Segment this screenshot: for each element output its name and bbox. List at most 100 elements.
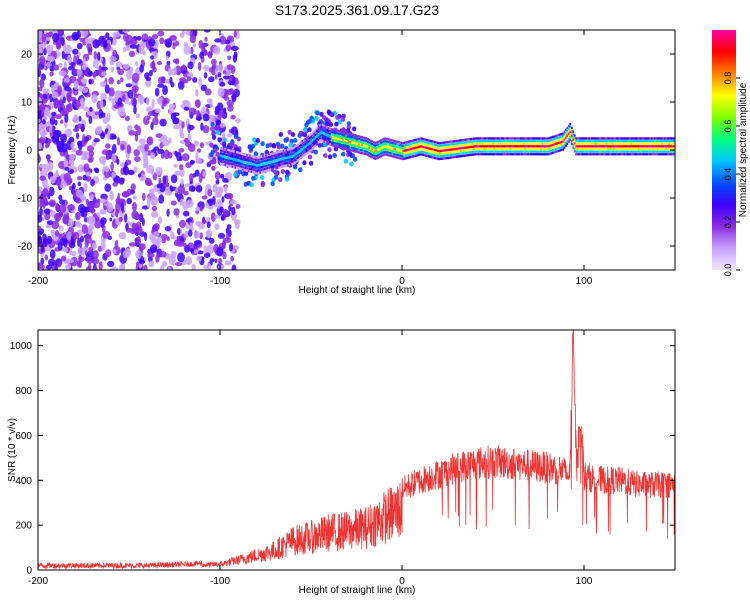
heatmap-cell <box>550 139 553 142</box>
heatmap-cell <box>464 151 467 155</box>
heatmap-cell <box>317 133 320 136</box>
heatmap-cell <box>57 85 62 95</box>
heatmap-cell <box>337 140 340 143</box>
heatmap-cell <box>543 147 545 151</box>
heatmap-cell <box>285 164 288 167</box>
heatmap-cell <box>474 137 477 140</box>
heatmap-cell <box>589 147 592 151</box>
heatmap-cell <box>354 139 356 142</box>
heatmap-cell <box>39 207 43 217</box>
heatmap-cell <box>202 219 207 224</box>
heatmap-cell <box>665 150 668 153</box>
heatmap-cell <box>538 139 541 143</box>
heatmap-cell <box>268 164 270 167</box>
heatmap-cell <box>512 137 515 140</box>
heatmap-cell <box>434 148 436 152</box>
heatmap-cell <box>336 137 339 140</box>
heatmap-cell <box>266 153 269 157</box>
heatmap-cell <box>618 147 621 151</box>
heatmap-cell <box>374 149 377 153</box>
heatmap-cell <box>305 139 308 142</box>
heatmap-cell <box>479 145 481 148</box>
heatmap-cell <box>157 216 163 224</box>
heatmap-cell <box>351 136 353 139</box>
heatmap-cell <box>665 153 668 156</box>
heatmap-cell <box>374 155 377 158</box>
heatmap-cell <box>289 158 292 161</box>
heatmap-cell <box>289 152 292 156</box>
heatmap-cell <box>528 145 531 148</box>
heatmap-cell <box>185 218 192 223</box>
heatmap-cell <box>387 151 390 154</box>
heatmap-cell <box>364 152 366 155</box>
heatmap-cell <box>458 147 461 150</box>
heatmap-cell <box>107 260 115 268</box>
heatmap-cell <box>216 102 224 111</box>
heatmap-cell <box>556 139 559 142</box>
heatmap-cell <box>626 147 628 151</box>
heatmap-cell <box>168 104 176 109</box>
heatmap-cell <box>339 130 342 133</box>
heatmap-cell <box>483 137 486 140</box>
heatmap-cell <box>72 48 79 55</box>
heatmap-cell <box>143 158 149 167</box>
heatmap-cell <box>81 209 88 218</box>
heatmap-cell <box>563 138 566 141</box>
heatmap-cell <box>536 145 538 148</box>
heatmap-cell <box>665 137 668 140</box>
heatmap-cell <box>59 199 66 205</box>
heatmap-cell <box>490 153 493 156</box>
heatmap-cell <box>187 133 192 141</box>
heatmap-cell <box>307 151 310 154</box>
heatmap-cell <box>610 137 612 140</box>
heatmap-cell <box>71 250 77 257</box>
heatmap-cell <box>175 58 180 65</box>
heatmap-cell <box>64 166 70 171</box>
heatmap-cell <box>275 164 278 167</box>
heatmap-cell <box>450 140 452 143</box>
heatmap-cell <box>182 79 189 84</box>
heatmap-cell <box>127 89 134 99</box>
heatmap-cell <box>88 115 93 124</box>
heatmap-cell <box>358 143 361 146</box>
heatmap-cell <box>611 153 614 156</box>
colorbar-tick-label: 0.8 <box>723 72 733 85</box>
heatmap-cell <box>160 264 165 270</box>
heatmap-cell <box>557 149 560 153</box>
heatmap-cell <box>624 150 627 153</box>
heatmap-cell <box>278 150 280 153</box>
heatmap-cell <box>252 171 254 174</box>
heatmap-cell <box>246 159 248 162</box>
heatmap-cell <box>428 144 430 147</box>
heatmap-cell <box>381 146 384 149</box>
heatmap-cell <box>233 153 235 156</box>
heatmap-cell <box>307 127 312 133</box>
heatmap-cell <box>246 169 248 172</box>
heatmap-cell <box>54 263 58 270</box>
heatmap-cell <box>419 148 422 151</box>
heatmap-cell <box>278 177 283 183</box>
heatmap-cell <box>300 149 302 152</box>
heatmap-cell <box>386 151 388 154</box>
heatmap-cell <box>637 153 640 156</box>
heatmap-cell <box>321 137 324 140</box>
heatmap-cell <box>374 147 377 150</box>
heatmap-cell <box>474 150 477 153</box>
heatmap-cell <box>280 169 286 174</box>
heatmap-cell <box>391 150 394 153</box>
heatmap-cell <box>664 145 666 148</box>
heatmap-cell <box>429 139 432 143</box>
heatmap-cell <box>197 61 202 71</box>
heatmap-cell <box>648 150 650 153</box>
heatmap-cell <box>94 111 99 116</box>
heatmap-cell <box>370 150 372 153</box>
heatmap-cell <box>321 129 324 132</box>
heatmap-cell <box>362 136 365 139</box>
heatmap-cell <box>512 139 515 143</box>
heatmap-cell <box>75 211 81 221</box>
heatmap-cell <box>544 153 547 156</box>
heatmap-cell <box>231 152 234 155</box>
heatmap-cell <box>582 145 585 148</box>
heatmap-cell <box>391 142 394 145</box>
